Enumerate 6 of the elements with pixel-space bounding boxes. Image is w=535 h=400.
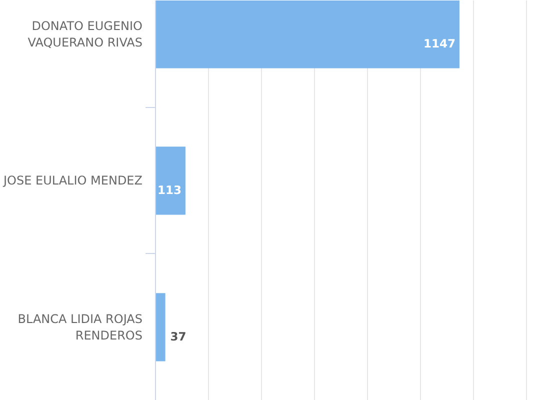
data-label: 37 xyxy=(170,330,186,344)
data-label: 1147 xyxy=(423,36,456,51)
data-label: 113 xyxy=(157,183,182,198)
y-tick-label: BLANCA LIDIA ROJAS RENDEROS xyxy=(18,312,143,343)
y-tick-label: DONATO EUGENIO VAQUERANO RIVAS xyxy=(28,18,143,50)
y-tick-label: JOSE EULALIO MENDEZ xyxy=(2,174,143,188)
